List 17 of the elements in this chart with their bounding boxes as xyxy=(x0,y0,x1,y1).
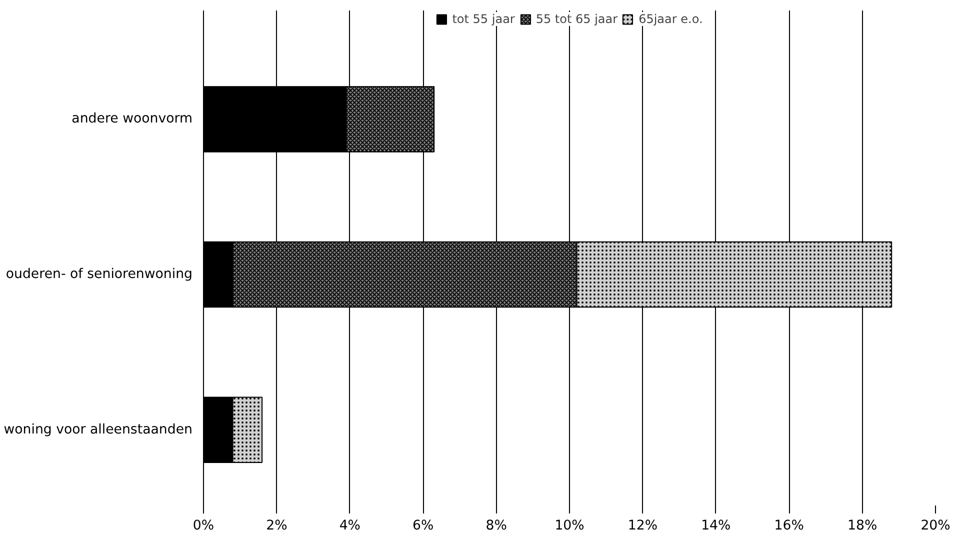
y-tick-label: ouderen- of seniorenwoning xyxy=(6,267,193,282)
x-tick-label: 14% xyxy=(701,518,731,534)
x-tick-label: 10% xyxy=(554,518,584,534)
x-tick-label: 0% xyxy=(192,518,214,534)
y-tick-label: andere woonvorm xyxy=(72,112,193,127)
x-tick-label: 8% xyxy=(486,518,507,534)
legend-label: 65jaar e.o. xyxy=(638,12,703,26)
x-tick-label: 6% xyxy=(412,518,434,534)
y-tick-label: woning voor alleenstaanden xyxy=(4,422,193,438)
legend-label: 55 tot 65 jaar xyxy=(536,12,618,26)
x-tick-label: 4% xyxy=(339,518,360,534)
x-tick-label: 18% xyxy=(847,518,878,534)
x-tick-label: 20% xyxy=(920,518,950,534)
x-tick-label: 12% xyxy=(628,518,658,534)
legend-label: tot 55 jaar xyxy=(452,12,515,26)
x-tick-label: 16% xyxy=(774,518,804,534)
x-tick-label: 2% xyxy=(266,518,288,534)
